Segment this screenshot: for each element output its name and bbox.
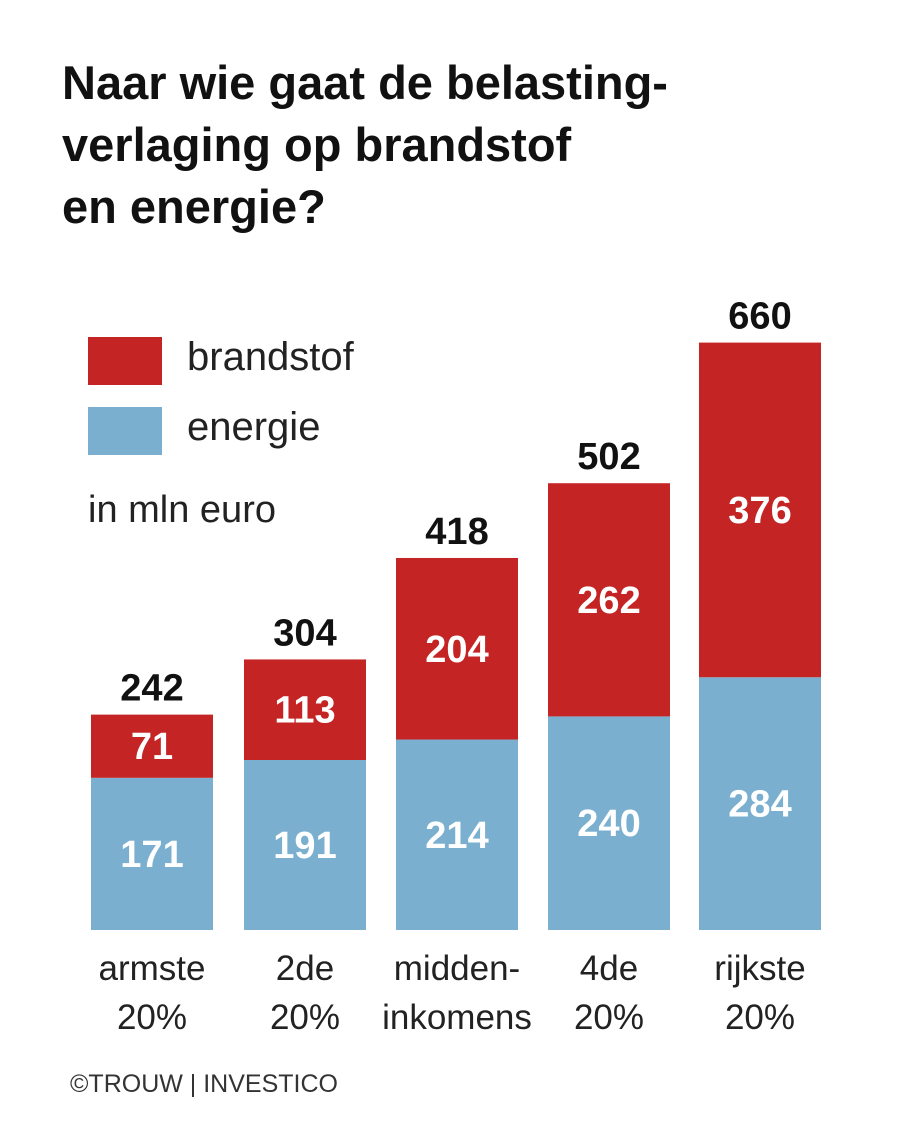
bar-segment-energie: [91, 777, 213, 930]
bar-value-label-brandstof: 71: [131, 726, 173, 768]
bar-total-label: 660: [728, 296, 791, 338]
unit-label: in mln euro: [88, 489, 276, 531]
bar-value-label-brandstof: 376: [728, 490, 791, 532]
bar-total-label: 242: [120, 668, 183, 710]
title-line-2: verlaging op brandstof: [62, 118, 572, 171]
chart-title: Naar wie gaat de belasting- verlaging op…: [62, 52, 862, 238]
title-line-1: Naar wie gaat de belasting-: [62, 56, 668, 109]
bar-value-label-energie: 284: [728, 784, 791, 826]
bar-value-label-energie: 214: [425, 815, 488, 857]
legend-swatch-energie: [88, 407, 162, 455]
bar-total-label: 304: [273, 612, 336, 654]
stacked-bar-chart: 171 71 242 armste 20% 191 113 304 2de 20% 214 204 41…: [91, 296, 821, 1037]
category-label: inkomens: [382, 998, 532, 1037]
bar-value-label-energie: 240: [577, 803, 640, 845]
bar-segment-brandstof: [396, 557, 518, 740]
bar-value-label-brandstof: 113: [274, 690, 335, 732]
legend-label-energie: energie: [187, 405, 321, 449]
category-label: rijkste: [714, 949, 805, 988]
bar-total-label: 418: [425, 511, 488, 553]
category-label: 20%: [117, 998, 187, 1037]
title-line-3: en energie?: [62, 180, 326, 233]
bar-segment-energie: [396, 739, 518, 930]
category-label: 2de: [276, 949, 334, 988]
bar-total-label: 502: [577, 436, 640, 478]
bar-value-label-brandstof: 204: [425, 629, 488, 671]
bar-value-label-energie: 191: [273, 825, 336, 867]
source-credit: ©TROUW | INVESTICO: [70, 1070, 338, 1098]
bar-segment-brandstof: [244, 659, 366, 761]
bar-segment-brandstof: [548, 483, 670, 717]
category-label: armste: [99, 949, 206, 988]
category-label: 20%: [725, 998, 795, 1037]
category-label: 4de: [580, 949, 638, 988]
bar-segment-energie: [699, 677, 821, 930]
bar-value-label-brandstof: 262: [577, 580, 640, 622]
legend-swatch-brandstof: [88, 337, 162, 385]
bar-segment-energie: [244, 760, 366, 930]
legend-label-brandstof: brandstof: [187, 335, 354, 379]
category-label: midden-: [394, 949, 520, 988]
category-label: 20%: [270, 998, 340, 1037]
bar-segment-energie: [548, 716, 670, 930]
bar-segment-brandstof: [91, 714, 213, 778]
bar-segment-brandstof: [699, 342, 821, 678]
bar-value-label-energie: 171: [120, 834, 183, 876]
category-label: 20%: [574, 998, 644, 1037]
